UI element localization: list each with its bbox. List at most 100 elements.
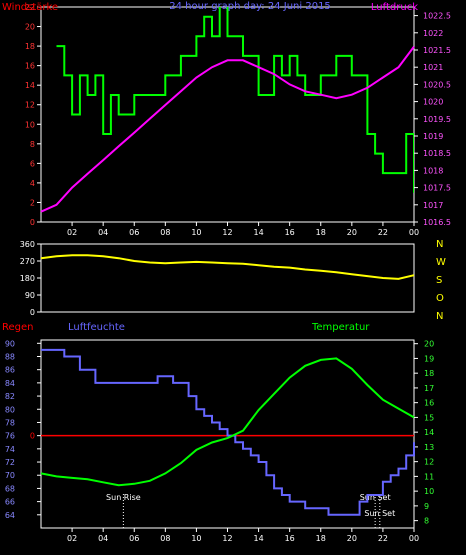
wind-direction-line — [40, 254, 415, 280]
sun-annotation: Sun Set — [360, 493, 391, 502]
luftdruck-y-tick-label: 1021.5 — [423, 46, 451, 55]
direction-y-tick-label: 270 — [20, 257, 35, 266]
regen-axis-label: Regen — [2, 322, 34, 333]
luftfeuchte-y-tick-label: 70 — [5, 471, 15, 480]
panel1-frame — [40, 6, 415, 223]
temperatur-y-tick-label: 15 — [424, 413, 434, 422]
temperatur-y-tick-label: 17 — [424, 384, 434, 393]
luftfeuchte-y-tick-label: 80 — [5, 405, 15, 414]
luftdruck-y-tick-label: 1020 — [423, 98, 443, 107]
luftfeuchte-y-tick-label: 78 — [5, 418, 15, 427]
direction-y-tick-label: 0 — [30, 308, 35, 317]
regen-zero-label: 0 — [30, 432, 35, 441]
windstaerke-y-tick-label: 8 — [30, 140, 35, 149]
panel3-x-tick-label: 20 — [347, 534, 357, 543]
luftfeuchte-y-tick-label: 90 — [5, 339, 15, 348]
luftfeuchte-axis-label: Luftfeuchte — [68, 322, 125, 333]
luftdruck-y-tick-label: 1018.5 — [423, 149, 451, 158]
panel3-x-tick-label: 14 — [253, 534, 263, 543]
direction-y-tick-label: 90 — [25, 291, 35, 300]
temperatur-y-tick-label: 18 — [424, 369, 434, 378]
panel3-x-tick-label: 06 — [129, 534, 139, 543]
luftdruck-line — [40, 45, 415, 213]
compass-label: N — [436, 311, 443, 322]
windstaerke-y-tick-label: 20 — [25, 23, 35, 32]
panel1-x-tick-label: 20 — [347, 228, 357, 237]
compass-label: S — [436, 275, 442, 286]
panel1-x-tick-label: 18 — [316, 228, 326, 237]
compass-label: N — [436, 239, 443, 250]
panel1-x-tick-label: 04 — [98, 228, 108, 237]
windstaerke-y-tick-label: 14 — [25, 81, 35, 90]
windstaerke-y-tick-label: 6 — [30, 159, 35, 168]
chart-title: 24 hour graph day: 24 Juni 2015 — [169, 1, 331, 12]
temperatur-y-tick-label: 13 — [424, 443, 434, 452]
luftfeuchte-y-tick-label: 72 — [5, 458, 15, 467]
panel2-frame — [40, 243, 415, 313]
windstaerke-line — [56, 7, 414, 193]
direction-y-tick-label: 360 — [20, 240, 35, 249]
compass-label: W — [436, 257, 446, 268]
sun-annotation: Sun Rise — [106, 493, 141, 502]
luftfeuchte-y-tick-label: 76 — [5, 432, 15, 441]
compass-label: O — [436, 293, 444, 304]
panel3-x-tick-label: 18 — [316, 534, 326, 543]
panel3-x-tick-label: 04 — [98, 534, 108, 543]
luftdruck-y-tick-label: 1018 — [423, 166, 443, 175]
luftdruck-axis-label: Luftdruck — [371, 2, 418, 13]
panel3-x-tick-label: 22 — [378, 534, 388, 543]
panel1-x-tick-label: 06 — [129, 228, 139, 237]
windstaerke-axis-label: Windstärke — [2, 2, 58, 13]
windstaerke-y-tick-label: 4 — [30, 179, 35, 188]
luftdruck-y-tick-label: 1017.5 — [423, 184, 451, 193]
temperatur-y-tick-label: 14 — [424, 428, 434, 437]
panel3-x-tick-label: 12 — [222, 534, 232, 543]
panel1-x-tick-label: 12 — [222, 228, 232, 237]
panel1-x-tick-label: 02 — [67, 228, 77, 237]
temperatur-axis-label: Temperatur — [311, 322, 370, 333]
panel1-x-tick-label: 14 — [253, 228, 263, 237]
panel1-x-tick-label: 22 — [378, 228, 388, 237]
temperatur-y-tick-label: 19 — [424, 354, 434, 363]
luftfeuchte-y-tick-label: 68 — [5, 484, 15, 493]
temperatur-y-tick-label: 12 — [424, 458, 434, 467]
panel1-x-tick-label: 00 — [409, 228, 419, 237]
luftdruck-y-tick-label: 1021 — [423, 63, 443, 72]
panel1-x-tick-label: 10 — [191, 228, 201, 237]
windstaerke-y-tick-label: 18 — [25, 42, 35, 51]
luftdruck-y-tick-label: 1019.5 — [423, 115, 451, 124]
panel3-x-tick-label: 08 — [160, 534, 170, 543]
temperatur-line — [40, 357, 415, 487]
temperatur-y-tick-label: 16 — [424, 399, 434, 408]
windstaerke-y-tick-label: 12 — [25, 101, 35, 110]
luftdruck-y-tick-label: 1017 — [423, 201, 443, 210]
windstaerke-y-tick-label: 16 — [25, 62, 35, 71]
luftdruck-y-tick-label: 1022 — [423, 29, 443, 38]
sun-annotation: Sun Set — [364, 509, 395, 518]
panel3-x-tick-label: 10 — [191, 534, 201, 543]
luftdruck-y-tick-label: 1016.5 — [423, 218, 451, 227]
panel3-x-tick-label: 16 — [285, 534, 295, 543]
temperatur-y-tick-label: 11 — [424, 472, 434, 481]
panel3-x-tick-label: 02 — [67, 534, 77, 543]
panel1-x-tick-label: 16 — [285, 228, 295, 237]
luftfeuchte-line — [41, 348, 415, 516]
temperatur-y-tick-label: 9 — [424, 502, 429, 511]
luftdruck-y-tick-label: 1022.5 — [423, 12, 451, 21]
windstaerke-y-tick-label: 10 — [25, 120, 35, 129]
windstaerke-y-tick-label: 22 — [25, 3, 35, 12]
luftfeuchte-y-tick-label: 88 — [5, 352, 15, 361]
luftfeuchte-y-tick-label: 74 — [5, 445, 15, 454]
luftfeuchte-y-tick-label: 84 — [5, 379, 15, 388]
panel3-x-tick-label: 00 — [409, 534, 419, 543]
luftfeuchte-y-tick-label: 86 — [5, 366, 15, 375]
windstaerke-y-tick-label: 0 — [30, 218, 35, 227]
temperatur-y-tick-label: 8 — [424, 517, 429, 526]
direction-y-tick-label: 180 — [20, 274, 35, 283]
temperatur-y-tick-label: 10 — [424, 487, 434, 496]
luftfeuchte-y-tick-label: 66 — [5, 498, 15, 507]
temperatur-y-tick-label: 20 — [424, 340, 434, 349]
luftfeuchte-y-tick-label: 82 — [5, 392, 15, 401]
luftdruck-y-tick-label: 1019 — [423, 132, 443, 141]
